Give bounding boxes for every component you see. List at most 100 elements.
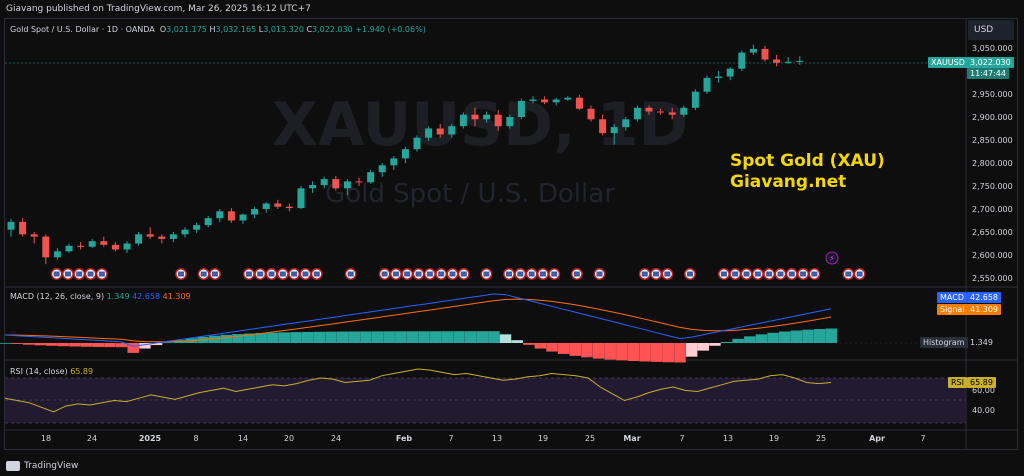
us-flag-icon[interactable] bbox=[717, 268, 730, 280]
us-flag-icon[interactable] bbox=[265, 268, 278, 280]
low-value: 3,013.320 bbox=[263, 25, 304, 34]
us-flag-icon[interactable] bbox=[389, 268, 402, 280]
us-flag-icon[interactable] bbox=[785, 268, 798, 280]
us-flag-icon[interactable] bbox=[480, 268, 493, 280]
candle bbox=[633, 105, 641, 122]
us-flag-icon[interactable] bbox=[751, 268, 764, 280]
us-flag-icon[interactable] bbox=[242, 268, 255, 280]
rsi-tick: 40.00 bbox=[972, 406, 995, 415]
us-flag-icon[interactable] bbox=[344, 268, 357, 280]
price-tick: 2,750.000 bbox=[972, 182, 1013, 191]
us-flag-icon[interactable] bbox=[729, 268, 742, 280]
time-axis[interactable]: 18 24 2025 8 14 20 24 Feb 7 13 19 25 Mar 7 13 19 25 Apr 7 bbox=[41, 434, 926, 443]
macd-hist-bar bbox=[592, 343, 605, 359]
candles-group[interactable] bbox=[7, 44, 804, 265]
macd-hist-bar bbox=[371, 331, 384, 343]
candle bbox=[541, 96, 549, 105]
time-tick: 19 bbox=[769, 434, 779, 443]
us-flag-icon[interactable] bbox=[175, 268, 187, 280]
us-flag-icon[interactable] bbox=[254, 268, 267, 280]
us-flag-icon[interactable] bbox=[763, 268, 776, 280]
us-flag-icon[interactable] bbox=[310, 268, 323, 280]
macd-hist-bar bbox=[208, 335, 221, 343]
macd-hist-bar bbox=[336, 331, 349, 343]
us-flag-icon[interactable] bbox=[446, 268, 459, 280]
us-flag-icon[interactable] bbox=[423, 268, 436, 280]
macd-hist-bar bbox=[802, 329, 814, 343]
time-tick: 13 bbox=[492, 434, 502, 443]
currency-button[interactable]: USD bbox=[968, 20, 1014, 40]
us-flag-icon[interactable] bbox=[401, 268, 414, 280]
signal-tag-value: 41.309 bbox=[967, 304, 1001, 315]
us-flag-icon[interactable] bbox=[537, 268, 549, 280]
us-flag-icon[interactable] bbox=[50, 268, 63, 280]
us-flag-icon[interactable] bbox=[842, 268, 855, 280]
us-flag-icon[interactable] bbox=[503, 268, 515, 280]
us-flag-icon[interactable] bbox=[457, 268, 470, 280]
candle bbox=[668, 107, 676, 120]
us-flag-icon[interactable] bbox=[276, 268, 289, 280]
us-flag-icon[interactable] bbox=[638, 268, 651, 280]
us-flag-icon[interactable] bbox=[299, 268, 312, 280]
macd-legend[interactable]: MACD (12, 26, close, 9) 1.349 42.658 41.… bbox=[10, 292, 191, 301]
us-flag-icon[interactable] bbox=[288, 268, 301, 280]
macd-pane[interactable] bbox=[0, 293, 966, 363]
us-flag-icon[interactable] bbox=[593, 268, 606, 280]
macd-hist-bar bbox=[674, 343, 686, 363]
rsi-legend[interactable]: RSI (14, close) 65.89 bbox=[10, 367, 93, 376]
macd-hist-bar bbox=[255, 333, 267, 343]
us-flag-icon[interactable] bbox=[774, 268, 787, 280]
rsi-pane[interactable]: 60.00 40.00 bbox=[4, 368, 995, 424]
lightning-icon[interactable]: ⚡ bbox=[825, 251, 839, 265]
chart-frame bbox=[4, 18, 1018, 450]
tradingview-logo[interactable]: TradingView bbox=[6, 456, 78, 476]
rsi-tick: 60.00 bbox=[972, 386, 995, 395]
us-flag-icon[interactable] bbox=[73, 268, 86, 280]
us-flag-icon[interactable] bbox=[95, 268, 108, 280]
candle bbox=[320, 176, 328, 189]
us-flag-icon[interactable] bbox=[525, 268, 538, 280]
macd-hist-bar bbox=[92, 343, 105, 347]
us-flag-icon[interactable] bbox=[797, 268, 810, 280]
price-tick: 3,050.000 bbox=[972, 44, 1013, 53]
us-flag-icon[interactable] bbox=[197, 268, 210, 280]
us-flag-icon[interactable] bbox=[548, 268, 561, 280]
us-flag-icon[interactable] bbox=[435, 268, 448, 280]
us-flag-icon[interactable] bbox=[209, 268, 221, 280]
macd-hist-bar bbox=[104, 343, 116, 348]
us-flag-icon[interactable] bbox=[684, 268, 696, 280]
symbol-legend[interactable]: Gold Spot / U.S. Dollar · 1D · OANDA O3,… bbox=[10, 25, 426, 34]
macd-hist-bar bbox=[267, 332, 279, 343]
us-flag-icon[interactable] bbox=[740, 268, 753, 280]
us-flag-icon[interactable] bbox=[808, 268, 821, 280]
time-tick: Apr bbox=[869, 434, 885, 443]
us-flag-icon[interactable] bbox=[378, 268, 391, 280]
rsi-line bbox=[4, 368, 832, 413]
tradingview-brand: TradingView bbox=[24, 461, 79, 471]
candle bbox=[610, 123, 618, 145]
price-axis[interactable]: 3,050.000 2,950.000 2,900.000 2,850.000 … bbox=[972, 44, 1013, 283]
us-flag-icon[interactable] bbox=[661, 268, 674, 280]
candle bbox=[53, 248, 61, 260]
time-tick: Feb bbox=[396, 434, 413, 443]
macd-hist-bar bbox=[662, 343, 675, 363]
us-flag-icon[interactable] bbox=[84, 268, 97, 280]
us-flag-icon[interactable] bbox=[514, 268, 527, 280]
us-flag-icon[interactable] bbox=[61, 268, 74, 280]
time-tick: 2025 bbox=[139, 434, 162, 443]
macd-hist-bar bbox=[290, 332, 302, 343]
us-flag-icon[interactable] bbox=[853, 268, 866, 280]
macd-hist-bar bbox=[639, 343, 651, 362]
candle bbox=[158, 234, 166, 244]
us-flag-icon[interactable] bbox=[412, 268, 425, 280]
us-flag-icon[interactable] bbox=[650, 268, 662, 280]
candle bbox=[355, 177, 363, 186]
us-flag-icon[interactable] bbox=[570, 268, 583, 280]
high-value: 3,032.165 bbox=[215, 25, 257, 34]
legend-title: Gold Spot / U.S. Dollar · 1D · OANDA bbox=[10, 25, 155, 34]
candle bbox=[367, 169, 375, 184]
economic-events-row[interactable] bbox=[50, 268, 866, 280]
close-value: 3,022.030 bbox=[312, 25, 353, 34]
chart-canvas[interactable]: XAUUSD, 1D Gold Spot / U.S. Dollar Spot … bbox=[0, 0, 1024, 452]
candle bbox=[773, 54, 781, 67]
